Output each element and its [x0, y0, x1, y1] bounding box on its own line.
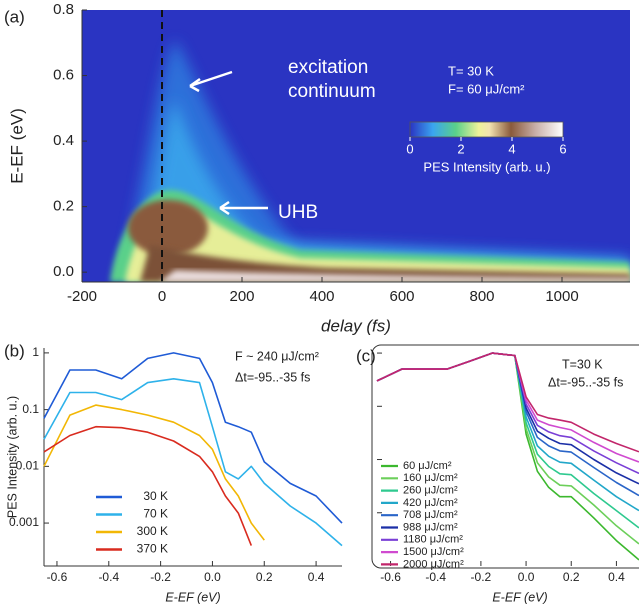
series-line [43, 352, 343, 524]
series-line [43, 425, 253, 546]
colorbar-tick-label: 0 [406, 141, 413, 156]
y-tick-label: 0.1 [22, 402, 39, 416]
colorbar-tick-label: 6 [559, 141, 566, 156]
x-tick-label: -0.2 [471, 570, 492, 584]
colorbar-label: PES Intensity (arb. u.) [423, 159, 550, 174]
annotation: Δt=-95..-35 fs [235, 370, 310, 384]
y-tick-label: 0.2 [53, 198, 74, 215]
panel-label: (c) [356, 346, 376, 365]
x-tick-label: -200 [67, 288, 97, 305]
legend-label: 2000 μJ/cm² [403, 558, 464, 570]
annotation: F ~ 240 μJ/cm² [235, 349, 319, 363]
y-axis-label: PES Intensity (arb. u.) [5, 396, 19, 518]
y-tick-label: 0.6 [53, 67, 74, 84]
x-tick-label: -0.6 [47, 570, 68, 584]
colorbar [409, 121, 564, 138]
panel-label: (b) [4, 341, 25, 360]
legend-label: 60 μJ/cm² [403, 460, 452, 472]
panel-label: (a) [4, 7, 25, 26]
y-tick-label: 0.0 [53, 263, 74, 280]
y-tick-label: 0.01 [16, 459, 40, 473]
x-tick-label: 0.4 [308, 570, 325, 584]
heatmap [82, 10, 630, 282]
legend-label: 708 μJ/cm² [403, 509, 458, 521]
series-line [43, 378, 343, 547]
legend-label: 260 μJ/cm² [403, 485, 458, 497]
legend-label: 70 K [143, 507, 168, 521]
y-tick-label: 0.8 [53, 1, 74, 18]
y-tick-label: 0.4 [53, 132, 74, 149]
x-tick-label: -0.2 [150, 570, 171, 584]
y-tick-label: 1 [32, 345, 39, 359]
x-axis-label: E-EF (eV) [492, 590, 547, 604]
annotation: T=30 K [562, 357, 603, 371]
x-tick-label: 800 [469, 288, 494, 305]
legend-label: 1180 μJ/cm² [403, 534, 463, 546]
y-axis-label: E-EF (eV) [7, 108, 26, 184]
x-tick-label: 0.0 [518, 570, 535, 584]
condition: F= 60 μJ/cm² [448, 81, 525, 96]
legend-label: 988 μJ/cm² [403, 521, 458, 533]
legend-label: 30 K [143, 489, 168, 503]
x-tick-label: 0.2 [563, 570, 580, 584]
y-tick-label: 0.001 [9, 515, 39, 529]
x-axis-label: E-EF (eV) [165, 590, 220, 604]
annotation: UHB [278, 202, 318, 223]
x-tick-label: -0.6 [380, 570, 401, 584]
x-tick-label: 0.2 [256, 570, 273, 584]
annotation: Δt=-95..-35 fs [548, 375, 623, 389]
x-tick-label: 0.0 [204, 570, 221, 584]
legend-label: 160 μJ/cm² [403, 472, 458, 484]
arrow [189, 70, 233, 93]
legend-label: 420 μJ/cm² [403, 497, 458, 509]
legend-label: 300 K [137, 524, 168, 538]
legend-label: 1500 μJ/cm² [403, 546, 464, 558]
series-line [376, 352, 639, 453]
x-axis-label: delay (fs) [321, 316, 391, 335]
annotation: excitation [288, 57, 368, 78]
legend-label: 370 K [137, 542, 168, 556]
x-tick-label: 400 [309, 288, 334, 305]
series-line [43, 404, 265, 541]
x-tick-label: -0.4 [425, 570, 446, 584]
x-tick-label: 0.4 [608, 570, 625, 584]
colorbar-tick-label: 4 [508, 141, 515, 156]
x-tick-label: -0.4 [98, 570, 119, 584]
panel-frame [371, 344, 639, 569]
x-tick-label: 200 [229, 288, 254, 305]
x-tick-label: 1000 [545, 288, 578, 305]
colorbar-tick-label: 2 [457, 141, 464, 156]
arrow [219, 200, 268, 216]
x-tick-label: 600 [389, 288, 414, 305]
x-tick-label: 0 [158, 288, 166, 305]
annotation: continuum [288, 81, 376, 102]
condition: T= 30 K [448, 63, 494, 78]
